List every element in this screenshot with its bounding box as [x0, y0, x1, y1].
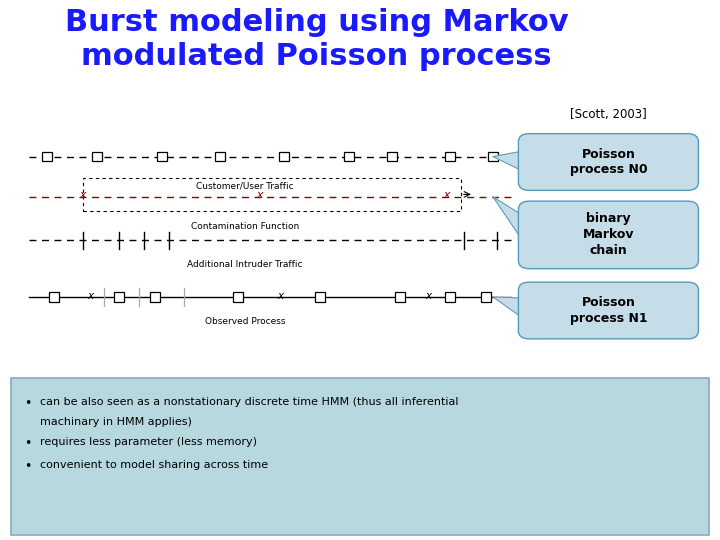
Polygon shape	[493, 297, 529, 322]
Text: •: •	[24, 437, 31, 450]
FancyBboxPatch shape	[518, 282, 698, 339]
Text: Poisson
process N1: Poisson process N1	[570, 296, 647, 325]
Text: machinary in HMM applies): machinary in HMM applies)	[40, 417, 192, 427]
FancyBboxPatch shape	[114, 292, 124, 302]
Text: binary
Markov
chain: binary Markov chain	[582, 212, 634, 258]
Text: [Scott, 2003]: [Scott, 2003]	[570, 108, 647, 121]
Text: •: •	[24, 397, 31, 410]
FancyBboxPatch shape	[150, 292, 160, 302]
Text: Additional Intruder Traffic: Additional Intruder Traffic	[187, 260, 302, 269]
FancyBboxPatch shape	[42, 152, 52, 161]
Text: x: x	[426, 291, 431, 301]
Text: x: x	[79, 191, 86, 200]
FancyBboxPatch shape	[518, 134, 698, 191]
FancyBboxPatch shape	[157, 152, 167, 161]
Text: x: x	[87, 291, 93, 301]
Text: Customer/User Traffic: Customer/User Traffic	[196, 182, 294, 191]
Text: requires less parameter (less memory): requires less parameter (less memory)	[40, 437, 256, 448]
FancyBboxPatch shape	[518, 201, 698, 269]
Text: convenient to model sharing across time: convenient to model sharing across time	[40, 460, 268, 470]
FancyBboxPatch shape	[445, 152, 455, 161]
FancyBboxPatch shape	[92, 152, 102, 161]
FancyBboxPatch shape	[233, 292, 243, 302]
Text: x: x	[443, 191, 450, 200]
FancyBboxPatch shape	[215, 152, 225, 161]
Text: x: x	[256, 191, 263, 200]
Text: Burst modeling using Markov
modulated Poisson process: Burst modeling using Markov modulated Po…	[65, 8, 569, 71]
Polygon shape	[493, 150, 529, 174]
Text: x: x	[278, 291, 284, 301]
FancyBboxPatch shape	[11, 378, 709, 535]
Text: can be also seen as a nonstationary discrete time HMM (thus all inferential: can be also seen as a nonstationary disc…	[40, 397, 458, 407]
FancyBboxPatch shape	[395, 292, 405, 302]
Text: Observed Process: Observed Process	[204, 317, 285, 326]
FancyBboxPatch shape	[387, 152, 397, 161]
FancyBboxPatch shape	[481, 292, 491, 302]
FancyBboxPatch shape	[315, 292, 325, 302]
FancyBboxPatch shape	[344, 152, 354, 161]
Polygon shape	[493, 197, 529, 251]
Text: Poisson
process N0: Poisson process N0	[570, 147, 647, 177]
FancyBboxPatch shape	[49, 292, 59, 302]
Text: Contamination Function: Contamination Function	[191, 222, 299, 231]
Text: •: •	[24, 460, 31, 473]
FancyBboxPatch shape	[488, 152, 498, 161]
FancyBboxPatch shape	[445, 292, 455, 302]
FancyBboxPatch shape	[279, 152, 289, 161]
